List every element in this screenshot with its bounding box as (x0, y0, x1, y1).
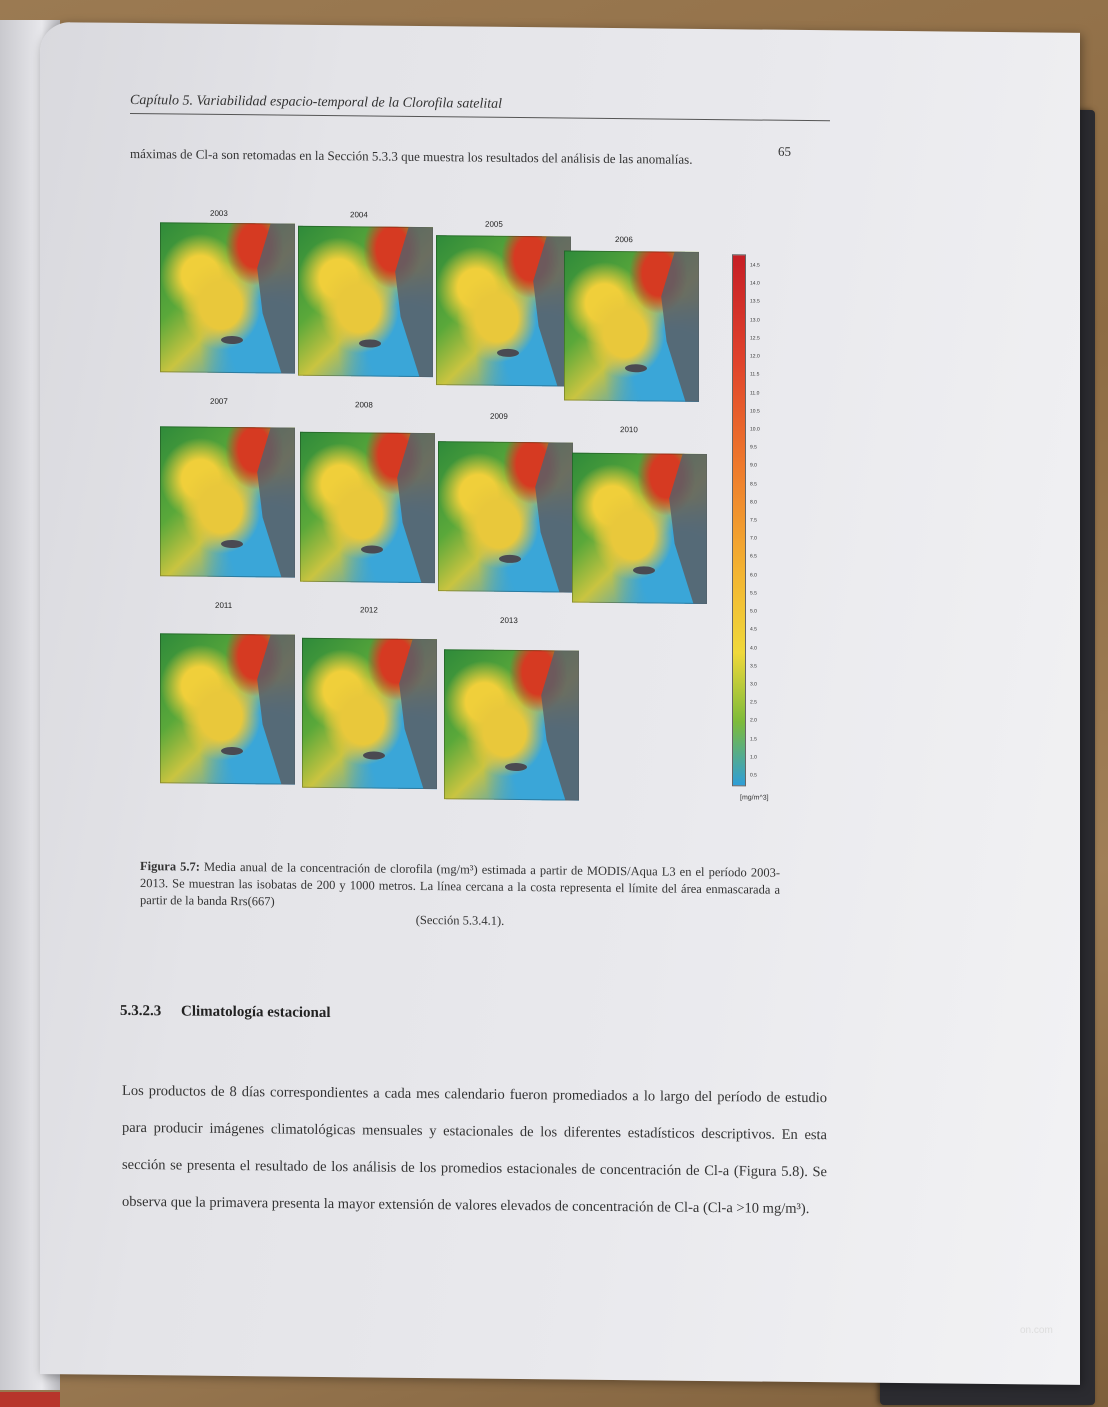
colorbar-tick-label: 7.0 (750, 535, 757, 542)
figure-caption: Figura 5.7: Media anual de la concentrac… (140, 858, 780, 933)
colorbar-tick-label: 6.0 (750, 572, 757, 579)
year-label: 2010 (620, 425, 638, 435)
year-label: 2008 (355, 400, 373, 410)
section-title: Climatología estacional (181, 1003, 331, 1022)
colorbar-tick-label: 2.0 (750, 717, 757, 724)
chlorophyll-map (160, 426, 295, 578)
watermark: on.com (1020, 1325, 1053, 1336)
page-number: 65 (778, 143, 791, 159)
colorbar (732, 254, 746, 787)
chlorophyll-map (298, 225, 433, 378)
chlorophyll-map (302, 637, 437, 790)
colorbar-tick-label: 13.0 (750, 317, 760, 324)
year-label: 2011 (215, 600, 233, 611)
colorbar-tick-label: 8.5 (750, 480, 757, 488)
chlorophyll-map (436, 235, 571, 387)
colorbar-tick-label: 0.5 (750, 772, 757, 779)
year-label: 2004 (350, 210, 368, 220)
colorbar-tick-label: 14.0 (750, 280, 760, 287)
book-page: Capítulo 5. Variabilidad espacio-tempora… (40, 22, 1080, 1385)
chlorophyll-map (572, 452, 707, 604)
section-number: 5.3.2.3 (120, 1002, 162, 1020)
colorbar-tick-label: 5.0 (750, 608, 757, 615)
chlorophyll-map (564, 250, 699, 402)
running-title: Capítulo 5. Variabilidad espacio-tempora… (130, 92, 503, 112)
chlorophyll-map (300, 431, 435, 584)
chlorophyll-map (160, 222, 295, 374)
colorbar-tick-label: 6.5 (750, 553, 757, 560)
chlorophyll-map (438, 441, 573, 593)
colorbar-units: [mg/m^3] (740, 794, 769, 802)
colorbar-tick-label: 11.5 (750, 371, 760, 378)
intro-paragraph: máximas de Cl-a son retomadas en la Secc… (130, 145, 693, 167)
colorbar-tick-label: 11.0 (750, 389, 760, 397)
section-heading: 5.3.2.3 Climatología estacional (120, 1003, 331, 1022)
colorbar-tick-label: 13.5 (750, 298, 760, 305)
colorbar-tick-label: 12.0 (750, 353, 760, 360)
chlorophyll-map (160, 633, 295, 785)
colorbar-tick-label: 9.5 (750, 444, 757, 451)
caption-label: Figura 5.7: (140, 859, 200, 874)
year-label: 2005 (485, 219, 503, 229)
colorbar-tick-label: 3.5 (750, 663, 757, 670)
colorbar-tick-label: 8.0 (750, 499, 757, 506)
colorbar-tick-label: 2.5 (750, 699, 757, 706)
year-label: 2007 (210, 396, 228, 406)
spine-bottom (0, 1392, 60, 1407)
year-label: 2003 (210, 208, 228, 218)
year-label: 2009 (490, 411, 508, 421)
colorbar-tick-label: 7.5 (750, 517, 757, 524)
page-content: Capítulo 5. Variabilidad espacio-tempora… (120, 92, 830, 1217)
running-header: Capítulo 5. Variabilidad espacio-tempora… (130, 92, 830, 122)
figure-5-7: 2003 2004 2005 2006 2007 2008 2009 2010 … (160, 208, 770, 844)
colorbar-tick-label: 1.0 (750, 754, 757, 761)
colorbar-tick-label: 4.5 (750, 626, 757, 633)
colorbar-tick-label: 5.5 (750, 590, 757, 597)
body-paragraph: Los productos de 8 días correspondientes… (122, 1082, 827, 1218)
year-label: 2013 (500, 615, 518, 626)
caption-tail: (Sección 5.3.4.1). (415, 912, 505, 928)
colorbar-tick-label: 1.5 (750, 735, 757, 743)
colorbar-tick-label: 10.5 (750, 408, 760, 415)
chlorophyll-map (444, 649, 579, 801)
colorbar-tick-label: 3.0 (750, 681, 757, 688)
colorbar-tick-label: 4.0 (750, 644, 757, 652)
colorbar-tick-label: 12.5 (750, 335, 760, 342)
colorbar-tick-label: 10.0 (750, 426, 760, 433)
caption-text: Media anual de la concentración de cloro… (140, 859, 780, 909)
year-label: 2006 (615, 235, 633, 245)
colorbar-tick-label: 14.5 (750, 262, 760, 269)
colorbar-tick-label: 9.0 (750, 462, 757, 469)
year-label: 2012 (360, 605, 378, 615)
